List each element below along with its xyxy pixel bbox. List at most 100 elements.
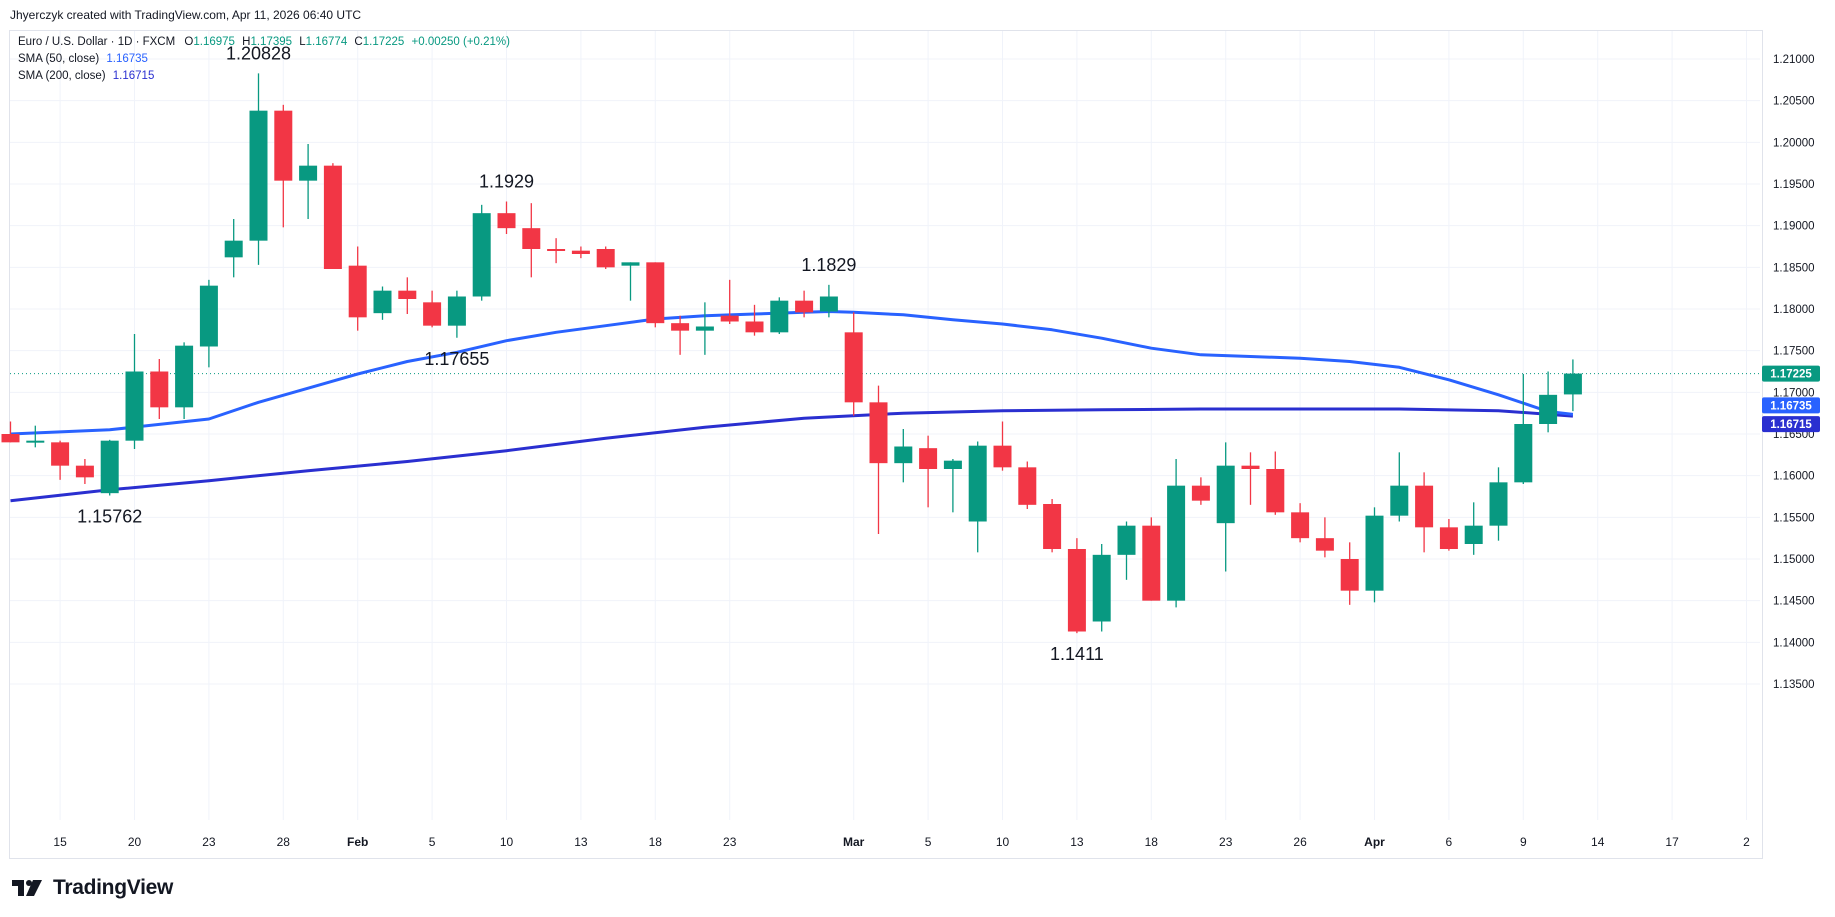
x-tick-label: 5 bbox=[925, 835, 932, 849]
sma200-row: SMA (200, close) 1.16715 bbox=[18, 68, 510, 85]
sma50-row: SMA (50, close) 1.16735 bbox=[18, 51, 510, 68]
time-axis: 15 20 23 28 Feb 5 10 13 18 23 Mar 5 10 13 18 23 26 Apr 6 9 1… bbox=[53, 835, 1750, 849]
chart-legend: Euro / U.S. Dollar · 1D · FXCM O1.16975 … bbox=[18, 34, 510, 85]
open-label: O bbox=[184, 36, 194, 48]
candle-body bbox=[472, 213, 491, 297]
x-tick-label: 18 bbox=[1145, 835, 1159, 849]
sma50-label[interactable]: SMA (50, close) bbox=[18, 53, 100, 65]
y-tick-label: 1.15000 bbox=[1773, 554, 1815, 566]
candle-body bbox=[547, 249, 566, 251]
low-value: 1.16774 bbox=[305, 36, 348, 48]
x-tick-label: 17 bbox=[1665, 835, 1679, 849]
candle-body bbox=[1216, 465, 1235, 524]
candle-body bbox=[1489, 482, 1508, 526]
high-value: 1.17395 bbox=[250, 36, 293, 48]
x-tick-label: 15 bbox=[53, 835, 67, 849]
y-tick-label: 1.14500 bbox=[1773, 596, 1815, 608]
candle-body bbox=[26, 440, 45, 443]
price-annotation: 1.20828 bbox=[226, 43, 291, 63]
sma200-price-label: 1.16715 bbox=[1770, 419, 1812, 431]
candle-body bbox=[1365, 515, 1384, 591]
candle-body bbox=[51, 442, 70, 466]
sma200-label[interactable]: SMA (200, close) bbox=[18, 70, 106, 82]
y-tick-label: 1.17000 bbox=[1773, 387, 1815, 399]
candle-body bbox=[943, 460, 962, 469]
candle-body bbox=[1241, 465, 1260, 469]
x-tick-label: 23 bbox=[1219, 835, 1233, 849]
sma50-value: 1.16735 bbox=[106, 53, 148, 65]
candle-body bbox=[1092, 554, 1111, 622]
chart-frame bbox=[9, 30, 1763, 859]
sma50-line bbox=[10, 310, 1574, 436]
sma-lines bbox=[10, 310, 1574, 503]
candle-body bbox=[1167, 485, 1186, 601]
low-label: L bbox=[299, 36, 306, 48]
candle-body bbox=[1266, 469, 1285, 513]
x-tick-label: 10 bbox=[996, 835, 1010, 849]
candle-body bbox=[745, 321, 764, 333]
open-value: 1.16975 bbox=[193, 36, 235, 48]
y-tick-label: 1.17500 bbox=[1773, 346, 1815, 358]
x-tick-label: 2 bbox=[1743, 835, 1750, 849]
candle-body bbox=[770, 300, 789, 333]
x-tick-label: 26 bbox=[1293, 835, 1307, 849]
close-value: 1.17225 bbox=[362, 36, 405, 48]
candles bbox=[1, 73, 1582, 634]
last-price-label-bg bbox=[1762, 365, 1820, 382]
candle-body bbox=[1340, 559, 1359, 591]
x-tick-label: Feb bbox=[347, 835, 368, 849]
close-label: C bbox=[354, 36, 363, 48]
candle-body bbox=[348, 265, 367, 318]
tradingview-logo[interactable]: TradingView bbox=[12, 876, 173, 900]
candle-body bbox=[447, 296, 466, 326]
candle-body bbox=[919, 448, 938, 469]
candle-body bbox=[621, 262, 640, 266]
candle-body bbox=[993, 445, 1012, 468]
candle-body bbox=[522, 228, 541, 249]
candle-body bbox=[1415, 485, 1434, 528]
sma50-price-label: 1.16735 bbox=[1770, 400, 1812, 412]
y-tick-label: 1.13500 bbox=[1773, 679, 1815, 691]
candle-body bbox=[150, 371, 169, 408]
y-tick-label: 1.15500 bbox=[1773, 512, 1815, 524]
symbol-row: Euro / U.S. Dollar · 1D · FXCM O1.16975 … bbox=[18, 34, 510, 51]
price-annotation: 1.15762 bbox=[77, 507, 142, 527]
x-tick-label: Mar bbox=[843, 835, 865, 849]
price-annotation: 1.1929 bbox=[479, 172, 534, 192]
x-tick-label: 23 bbox=[723, 835, 737, 849]
header-text: Jhyerczyk created with TradingView.com, … bbox=[10, 8, 362, 22]
candle-body bbox=[1315, 538, 1334, 551]
change-value: +0.00250 (+0.21%) bbox=[411, 36, 510, 48]
y-tick-label: 1.19000 bbox=[1773, 221, 1815, 233]
candle-body bbox=[249, 110, 268, 241]
candle-body bbox=[1390, 485, 1409, 516]
candle-body bbox=[695, 326, 714, 331]
candle-body bbox=[299, 165, 318, 181]
candle-body bbox=[1191, 485, 1210, 501]
x-tick-label: 10 bbox=[500, 835, 514, 849]
x-tick-label: 6 bbox=[1446, 835, 1453, 849]
chart-canvas[interactable]: 1.157621.208281.176551.19291.18291.1411 … bbox=[0, 0, 1835, 870]
candle-body bbox=[671, 323, 690, 331]
candle-body bbox=[224, 240, 243, 258]
x-tick-label: Apr bbox=[1364, 835, 1385, 849]
candle-body bbox=[1117, 525, 1136, 555]
sma200-value: 1.16715 bbox=[112, 70, 155, 82]
price-annotation: 1.1411 bbox=[1050, 644, 1104, 664]
price-annotations: 1.15762 1.20828 1.17655 1.1929 1.1829 1.1411 bbox=[77, 43, 1104, 664]
candle-body bbox=[175, 345, 194, 408]
candle-body bbox=[1043, 504, 1062, 549]
x-tick-label: 20 bbox=[128, 835, 142, 849]
candle-body bbox=[100, 440, 119, 494]
candle-body bbox=[1563, 373, 1582, 395]
candle-body bbox=[1514, 424, 1533, 483]
candle-body bbox=[571, 250, 590, 254]
symbol-name[interactable]: Euro / U.S. Dollar · 1D · FXCM bbox=[18, 36, 176, 48]
sma200-line bbox=[10, 407, 1574, 503]
sma50-price-label-bg bbox=[1762, 397, 1820, 414]
candle-body bbox=[274, 110, 293, 181]
price-annotation: 1.17655 bbox=[424, 349, 489, 369]
y-tick-label: 1.16000 bbox=[1773, 471, 1815, 483]
candle-body bbox=[497, 213, 516, 229]
price-annotation: 1.1829 bbox=[801, 255, 856, 275]
